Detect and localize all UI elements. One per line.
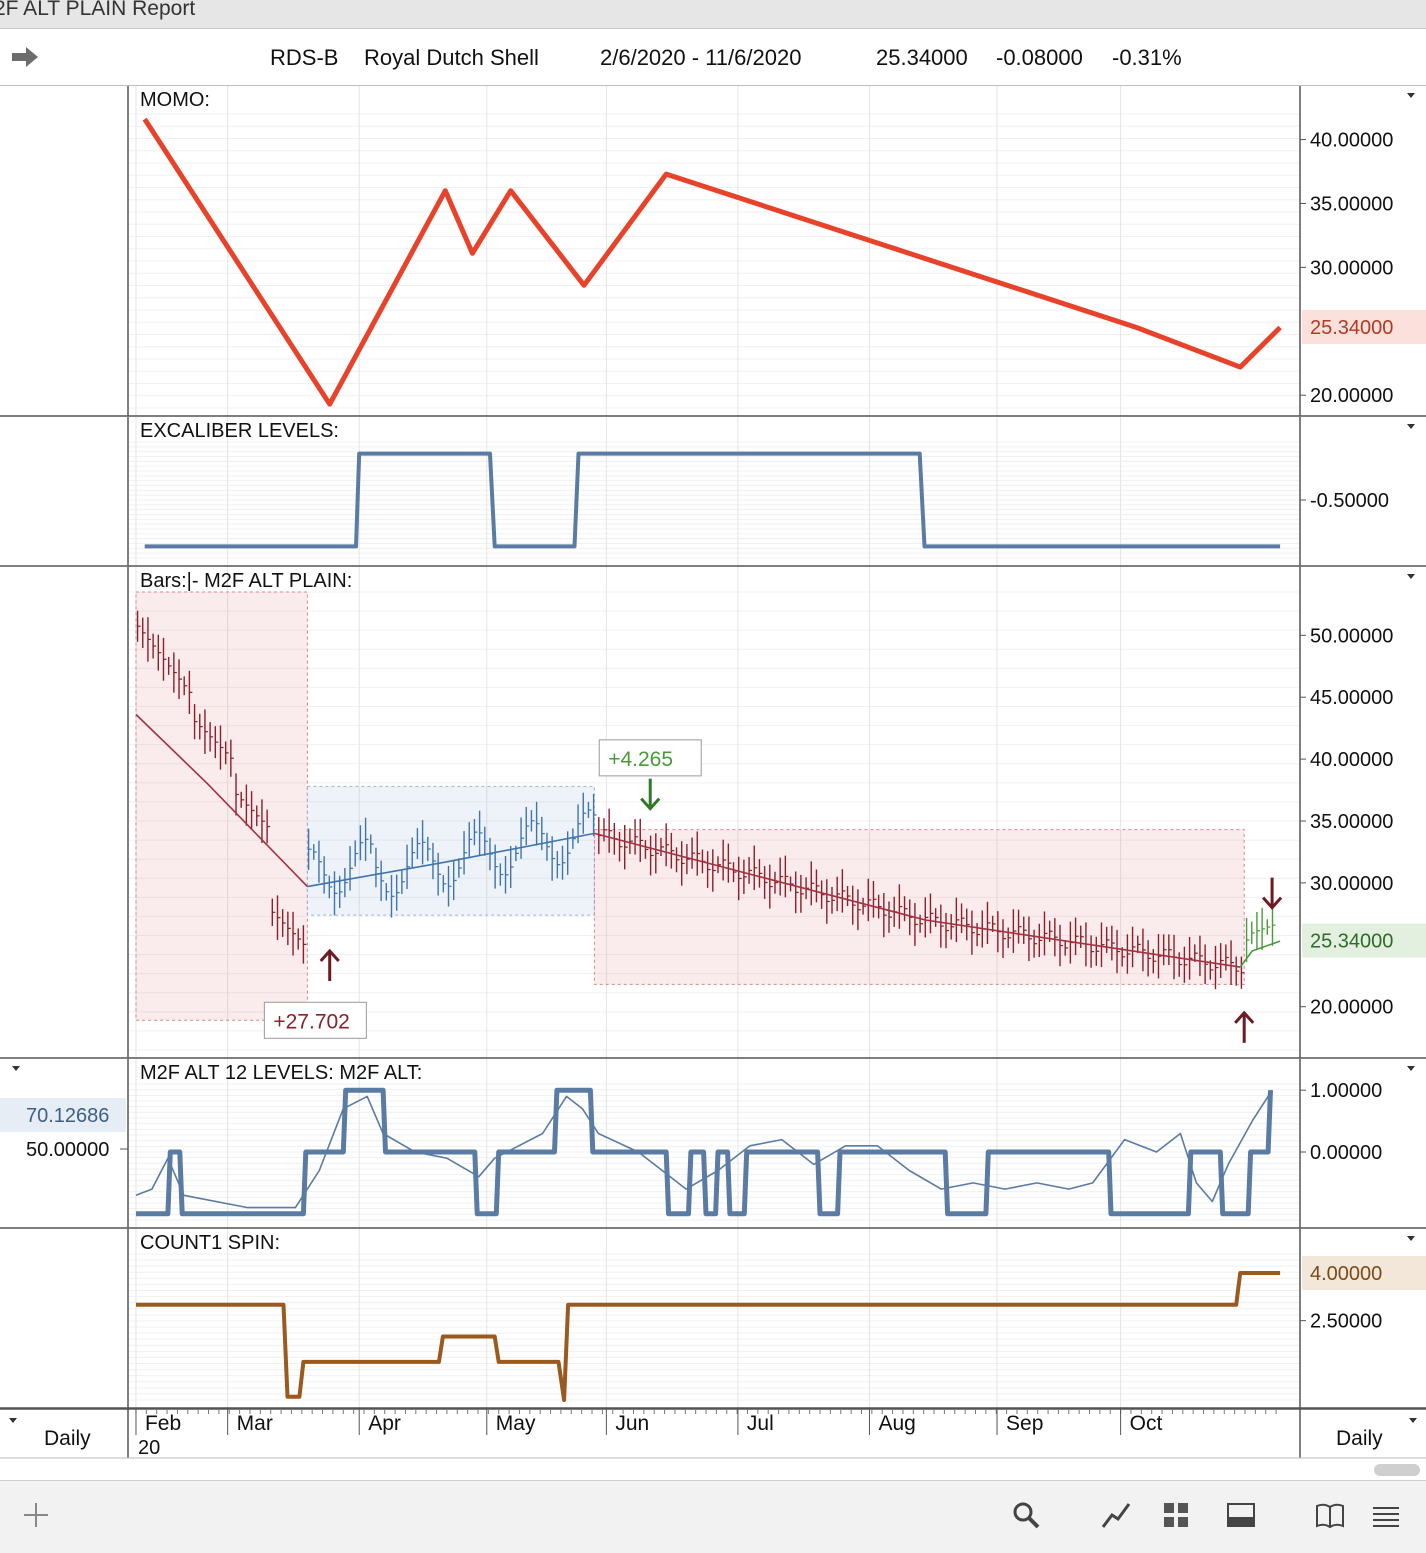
panel-count1[interactable]: [0, 1229, 1426, 1409]
y-tick-label: 35.00000: [1310, 811, 1393, 833]
y-tick-label: 45.00000: [1310, 687, 1393, 709]
left-tick-label: 50.00000: [26, 1139, 109, 1161]
panel-menu-icon[interactable]: [1407, 574, 1415, 579]
x-year-label: 20: [138, 1437, 160, 1459]
quote-header: RDS-B Royal Dutch Shell 2/6/2020 - 11/6/…: [0, 29, 1426, 86]
last-value-badge: [1302, 309, 1426, 344]
y-tick-label: 2.50000: [1310, 1311, 1382, 1333]
grid-icon[interactable]: [1160, 1499, 1192, 1531]
horizontal-scrollbar[interactable]: [1374, 1464, 1420, 1476]
chart-area[interactable]: MOMO: 40.00000 35.00000 30.00000 20.00000 25.…: [0, 86, 1426, 1480]
menu-icon[interactable]: [1370, 1499, 1402, 1531]
x-tick-label-feb: Feb: [145, 1412, 181, 1435]
panel-title-excaliber: EXCALIBER LEVELS:: [140, 420, 339, 442]
period-left-dropdown-icon[interactable]: [9, 1418, 17, 1423]
panel-menu-icon[interactable]: [1407, 1066, 1415, 1071]
y-tick-label: 1.00000: [1310, 1080, 1382, 1102]
panel-menu-icon[interactable]: [1407, 1236, 1415, 1241]
plus-icon[interactable]: [20, 1499, 52, 1531]
left-value-label: 70.12686: [26, 1105, 109, 1127]
panel-title-count1: COUNT1 SPIN:: [140, 1232, 280, 1254]
x-tick-label-jun: Jun: [615, 1412, 649, 1435]
last-value-badge: [1302, 923, 1426, 958]
y-tick-label: 40.00000: [1310, 749, 1393, 771]
period-selector-right: Daily: [1336, 1427, 1383, 1450]
x-tick-label-jul: Jul: [747, 1412, 774, 1435]
last-price: 25.34000: [876, 45, 968, 70]
series-line-m2f_levels-0: [136, 1087, 1273, 1217]
series-line-momo-0: [142, 117, 1282, 407]
forward-arrow-icon[interactable]: [10, 45, 40, 69]
panel-menu-icon[interactable]: [1407, 424, 1415, 429]
y-tick-label: -0.50000: [1310, 490, 1389, 512]
y-tick-label: 20.00000: [1310, 385, 1393, 407]
x-tick-label-may: May: [496, 1412, 536, 1435]
series-line-bars-0: [135, 713, 308, 888]
bottom-toolbar: [0, 1480, 1426, 1553]
signal-arrow-up: [319, 948, 340, 981]
panel-excaliber[interactable]: [0, 417, 1426, 567]
draw-icon[interactable]: [1100, 1499, 1132, 1531]
series-line-bars-3: [1239, 940, 1281, 968]
gain-annotation-label: +27.702: [273, 1010, 350, 1033]
y-tick-label: 20.00000: [1310, 997, 1393, 1019]
panel-momo[interactable]: [0, 86, 1426, 417]
x-tick-label-oct: Oct: [1130, 1412, 1163, 1435]
date-range: 2/6/2020 - 11/6/2020: [600, 45, 802, 70]
y-tick-label: 30.00000: [1310, 873, 1393, 895]
panel-title-momo: MOMO:: [140, 89, 210, 111]
left-value-badge: [0, 1098, 126, 1132]
panel-icon[interactable]: [1225, 1499, 1257, 1531]
signal-arrow-up: [1234, 1010, 1255, 1043]
y-tick-label: 50.00000: [1310, 625, 1393, 647]
gain-annotation-label: +4.265: [608, 748, 673, 771]
price-change: -0.08000: [996, 45, 1083, 70]
panel-title-bars: Bars:|- M2F ALT PLAIN:: [140, 570, 352, 592]
panel-title-m2f_levels: M2F ALT 12 LEVELS: M2F ALT:: [140, 1062, 422, 1084]
last-value-label: 25.34000: [1310, 317, 1393, 339]
panel-m2f_levels[interactable]: [0, 1059, 1426, 1229]
series-line-m2f_levels-1: [135, 1089, 1273, 1209]
window-titlebar: 2F ALT PLAIN Report: [0, 0, 1426, 29]
period-right-dropdown-icon[interactable]: [1409, 1418, 1417, 1423]
last-value-label: 4.00000: [1310, 1263, 1382, 1285]
gain-annotation-box: [598, 739, 702, 777]
series-line-bars-1: [307, 832, 595, 888]
search-icon[interactable]: [1010, 1499, 1042, 1531]
last-value-label: 25.34000: [1310, 931, 1393, 953]
book-icon[interactable]: [1314, 1499, 1346, 1531]
symbol: RDS-B: [270, 45, 339, 70]
panel-left-menu-icon[interactable]: [12, 1066, 20, 1071]
x-tick-label-sep: Sep: [1006, 1412, 1043, 1435]
panel-menu-icon[interactable]: [1407, 93, 1415, 98]
signal-arrow-down: [1261, 877, 1283, 910]
y-tick-label: 35.00000: [1310, 193, 1393, 215]
window-title: 2F ALT PLAIN Report: [0, 0, 196, 20]
x-tick-label-aug: Aug: [878, 1412, 915, 1435]
panel-bars[interactable]: [0, 567, 1426, 1059]
y-tick-label: 0.00000: [1310, 1142, 1382, 1164]
series-line-count1-0: [136, 1271, 1281, 1402]
signal-arrow-down: [640, 778, 661, 811]
period-selector-left: Daily: [44, 1427, 91, 1450]
price-change-pct: -0.31%: [1112, 45, 1182, 70]
gain-annotation-box: [263, 1001, 367, 1039]
company-name: Royal Dutch Shell: [364, 45, 539, 70]
x-tick-label-mar: Mar: [237, 1412, 273, 1435]
x-tick-label-apr: Apr: [368, 1412, 401, 1435]
last-value-badge: [1302, 1256, 1426, 1291]
signal-region-bear: [135, 591, 308, 1021]
series-line-excaliber-0: [144, 451, 1281, 549]
y-tick-label: 30.00000: [1310, 257, 1393, 279]
y-tick-label: 40.00000: [1310, 130, 1393, 152]
series-line-bars-2: [594, 832, 1241, 968]
